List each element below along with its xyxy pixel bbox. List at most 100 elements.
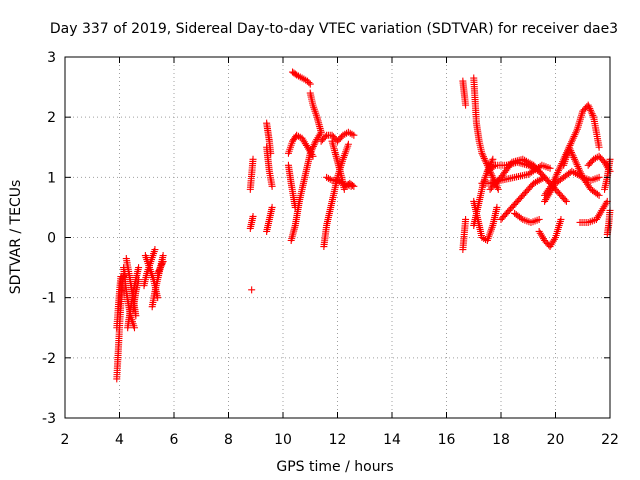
data-point — [562, 197, 570, 205]
data-point — [480, 154, 488, 162]
data-point — [585, 103, 593, 111]
data-marks — [113, 68, 614, 383]
data-point — [587, 106, 595, 114]
data-point — [479, 151, 487, 159]
data-point — [158, 261, 166, 269]
data-point — [462, 101, 470, 109]
data-point — [589, 111, 597, 119]
data-point — [248, 286, 256, 294]
data-point — [517, 214, 525, 222]
data-point — [588, 110, 596, 118]
data-point — [478, 149, 486, 157]
data-point — [488, 157, 496, 165]
data-point — [488, 172, 496, 180]
data-point — [479, 153, 487, 161]
data-point — [154, 270, 162, 278]
data-point — [546, 164, 554, 172]
data-point — [317, 128, 325, 136]
data-point — [151, 246, 159, 254]
data-point — [557, 215, 565, 223]
data-point — [482, 158, 490, 166]
data-point — [586, 105, 594, 113]
x-tick-label: 14 — [383, 432, 401, 448]
data-point — [487, 159, 495, 167]
grid — [65, 57, 610, 418]
data-point — [117, 273, 125, 281]
data-point — [350, 131, 358, 139]
data-point — [569, 152, 577, 160]
data-point — [489, 155, 497, 163]
data-point — [308, 146, 316, 154]
data-point — [570, 154, 578, 162]
data-point — [567, 147, 575, 155]
y-axis: -3 -2 -1 0 1 2 3 — [42, 50, 610, 427]
y-tick-label: -3 — [42, 411, 56, 427]
x-tick-label: 10 — [274, 432, 292, 448]
data-point — [348, 181, 356, 189]
data-point — [305, 79, 313, 87]
data-point — [566, 145, 574, 153]
data-point — [310, 141, 318, 149]
data-point — [132, 312, 140, 320]
data-point — [561, 196, 569, 204]
y-tick-label: 0 — [47, 231, 56, 247]
data-point — [130, 324, 138, 332]
y-tick-label: 1 — [47, 170, 56, 186]
data-point — [487, 170, 495, 178]
data-point — [340, 185, 348, 193]
data-point — [158, 259, 166, 267]
data-point — [595, 143, 603, 151]
data-point — [307, 148, 315, 156]
x-tick-label: 18 — [492, 432, 510, 448]
data-point — [249, 155, 257, 163]
x-axis-label: GPS time / hours — [276, 459, 393, 475]
data-point — [268, 203, 276, 211]
data-point — [156, 264, 164, 272]
y-tick-label: -2 — [42, 351, 56, 367]
data-point — [541, 173, 549, 181]
data-point — [249, 212, 257, 220]
data-point — [321, 133, 329, 141]
data-point — [135, 264, 143, 272]
data-point — [490, 163, 498, 171]
x-axis: 2 4 6 8 10 12 14 16 18 20 22 — [61, 57, 619, 448]
data-point — [159, 258, 167, 266]
data-point — [344, 140, 352, 148]
data-point — [156, 265, 164, 273]
data-point — [595, 173, 603, 181]
data-point — [535, 215, 543, 223]
y-tick-label: 2 — [47, 110, 56, 126]
data-point — [311, 139, 319, 147]
data-point — [309, 144, 317, 152]
data-point — [306, 149, 314, 157]
data-point — [493, 203, 501, 211]
data-point — [565, 143, 573, 151]
data-point — [587, 108, 595, 116]
data-point — [489, 173, 497, 181]
data-point — [494, 185, 502, 193]
data-point — [462, 215, 470, 223]
data-point — [306, 80, 314, 88]
data-point — [548, 181, 556, 189]
data-point — [155, 267, 163, 275]
data-point — [309, 142, 317, 150]
data-point — [595, 191, 603, 199]
x-tick-label: 12 — [329, 432, 347, 448]
data-point — [350, 182, 358, 190]
data-point — [481, 156, 489, 164]
y-tick-label: -1 — [42, 291, 56, 307]
x-tick-label: 4 — [115, 432, 124, 448]
data-point — [157, 262, 165, 270]
data-point — [593, 190, 601, 198]
data-point — [567, 148, 575, 156]
x-tick-label: 16 — [438, 432, 456, 448]
x-tick-label: 6 — [170, 432, 179, 448]
x-tick-label: 2 — [61, 432, 70, 448]
data-point — [154, 268, 162, 276]
chart-title: Day 337 of 2019, Sidereal Day-to-day VTE… — [50, 21, 618, 37]
data-point — [268, 182, 276, 190]
y-tick-label: 3 — [47, 50, 56, 66]
data-point — [159, 252, 167, 260]
data-point — [584, 101, 592, 109]
